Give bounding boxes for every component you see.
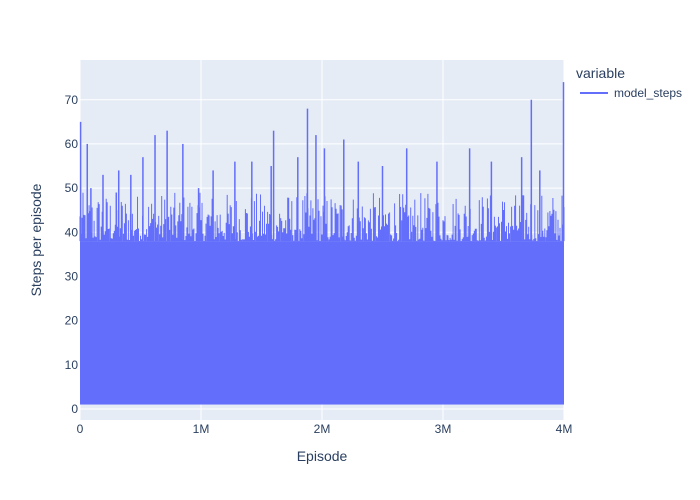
x-tick-label: 0 (77, 422, 84, 436)
y-tick-label: 10 (65, 358, 79, 372)
series-dense-band (80, 241, 564, 405)
legend: variable model_steps (576, 65, 682, 100)
x-tick-label: 3M (435, 422, 452, 436)
x-axis-ticks: 0 1M 2M 3M 4M (77, 422, 573, 436)
y-tick-label: 30 (65, 269, 79, 283)
y-tick-label: 0 (71, 402, 78, 416)
y-tick-label: 20 (65, 314, 79, 328)
y-axis-ticks: 0 10 20 30 40 50 60 70 (65, 93, 79, 416)
y-tick-label: 70 (65, 93, 79, 107)
y-axis-title: Steps per episode (28, 183, 44, 296)
legend-label-model-steps[interactable]: model_steps (614, 86, 682, 100)
y-tick-label: 50 (65, 181, 79, 195)
y-tick-label: 40 (65, 225, 79, 239)
x-tick-label: 1M (193, 422, 210, 436)
x-tick-label: 4M (556, 422, 573, 436)
legend-title: variable (576, 65, 625, 81)
y-tick-label: 60 (65, 137, 79, 151)
x-tick-label: 2M (314, 422, 331, 436)
x-axis-title: Episode (297, 448, 348, 464)
series-model-steps (79, 82, 565, 405)
